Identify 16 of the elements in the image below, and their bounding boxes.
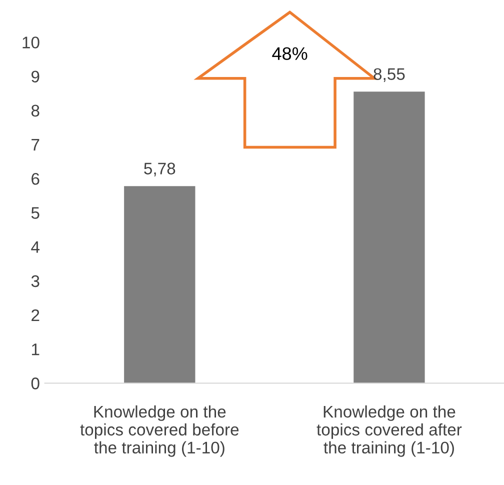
y-tick-label: 3: [31, 275, 40, 288]
x-tick-label: Knowledge on the topics covered after the training (1-10): [316, 405, 462, 457]
y-tick-label: 5: [31, 207, 40, 219]
y-tick-label: 1: [32, 344, 40, 356]
annotation: 48%: [272, 47, 308, 60]
y-tick-label: 7: [32, 139, 40, 151]
y-tick-label: 10: [22, 36, 40, 48]
y-tick-label: 9: [32, 70, 40, 82]
y-tick-label: 0: [31, 378, 40, 390]
y-tick-label: 2: [32, 309, 40, 321]
data-label: 8,55: [374, 68, 405, 82]
x-tick-label: Knowledge on the topics covered before the training (1-10): [80, 405, 239, 457]
y-tick-label: 4: [31, 241, 40, 253]
y-tick-label: 8: [31, 104, 40, 117]
y-tick-label: 6: [32, 172, 40, 185]
data-label: 5,78: [144, 162, 176, 176]
